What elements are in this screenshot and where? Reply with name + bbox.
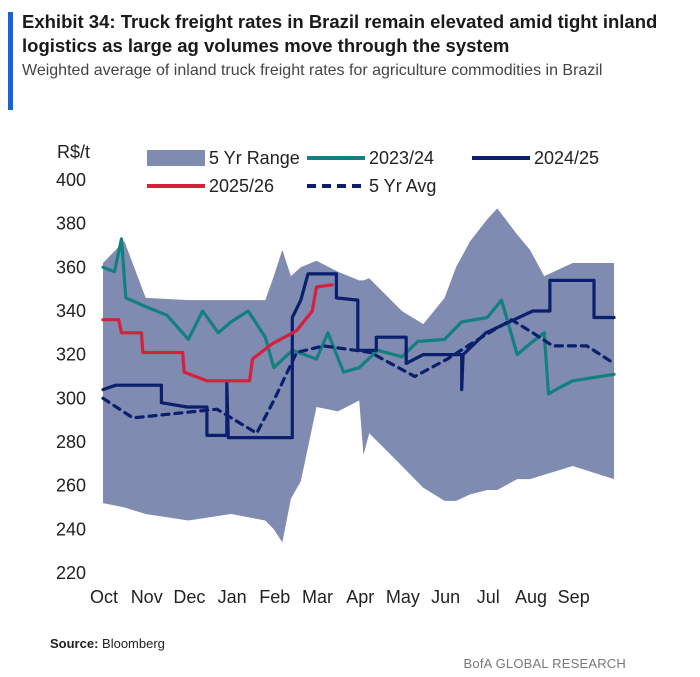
series-line-2025-26 [101,283,334,383]
x-tick-label: Oct [90,587,118,607]
source: Source: Bloomberg [50,636,165,651]
x-tick-label: Dec [173,587,205,607]
legend-label: 2023/24 [369,148,434,168]
chart-title: Exhibit 34: Truck freight rates in Brazi… [22,11,658,56]
source-label: Source: [50,636,99,651]
x-tick-label: Jul [477,587,500,607]
legend-label: 2024/25 [534,148,599,168]
y-axis-label: R$/t [57,142,90,162]
y-tick-label: 260 [56,476,86,496]
series-line-5-yr-avg [101,318,616,435]
y-tick-label: 400 [56,170,86,190]
x-tick-label: Jan [218,587,247,607]
source-value: Bloomberg [102,636,165,651]
brand-logo-text: BofA GLOBAL RESEARCH [463,656,626,671]
legend: 5 Yr Range 2023/24 2024/25 2025/26 5 Yr Avg [147,148,599,196]
series-line-2023-24 [101,237,616,396]
title-accent-bar [8,12,13,110]
y-tick-label: 240 [56,519,86,539]
y-tick-label: 340 [56,301,86,321]
chart-subtitle: Weighted average of inland truck freight… [22,62,603,79]
y-tick-label: 220 [56,563,86,583]
legend-swatch-5yr-range [147,150,205,166]
series-line-2024-25 [101,272,616,440]
y-tick-label: 380 [56,214,86,234]
y-tick-label: 280 [56,432,86,452]
x-tick-label: Apr [346,587,374,607]
x-tick-label: May [386,587,420,607]
legend-label: 2025/26 [209,176,274,196]
x-tick-label: Sep [558,587,590,607]
range-band-5yr [103,208,614,543]
x-tick-label: Aug [515,587,547,607]
x-tick-label: Nov [131,587,163,607]
x-tick-label: Feb [259,587,290,607]
y-tick-label: 300 [56,388,86,408]
legend-label: 5 Yr Avg [369,176,436,196]
x-tick-label: Mar [302,587,333,607]
legend-label: 5 Yr Range [209,148,300,168]
y-tick-label: 360 [56,257,86,277]
y-tick-label: 320 [56,345,86,365]
x-tick-label: Jun [431,587,460,607]
